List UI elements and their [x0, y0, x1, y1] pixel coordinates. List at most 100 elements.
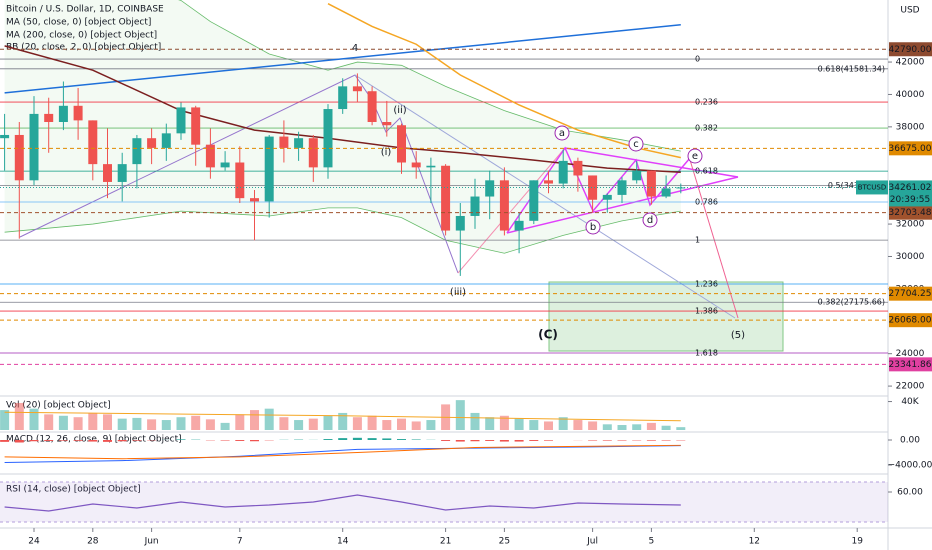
macd-histogram: [382, 438, 392, 440]
candle-body: [88, 120, 98, 165]
macd-histogram: [323, 439, 333, 440]
volume-bar: [176, 417, 186, 430]
candle-body: [514, 220, 524, 231]
volume-bar: [73, 417, 83, 430]
wave-line: [689, 159, 739, 319]
candle-body: [558, 160, 568, 184]
fib-label: 0.236: [695, 98, 718, 107]
volume-bar: [29, 408, 39, 430]
wave-label: (i): [381, 147, 392, 158]
wave-line: [354, 74, 736, 319]
candle-body: [544, 180, 553, 184]
macd-line: [4, 444, 681, 460]
x-tick-label: Jun: [144, 537, 159, 547]
price-label-bg: [889, 42, 932, 57]
volume-bar: [191, 415, 201, 430]
symbol-label-bg: [856, 180, 888, 195]
volume-bar: [279, 417, 289, 430]
wave-label: e: [692, 151, 698, 162]
last-price-bg: [889, 180, 932, 207]
macd-histogram: [250, 440, 259, 442]
volume-bar: [132, 417, 142, 430]
candle-body: [470, 196, 480, 216]
macd-histogram: [0, 440, 10, 442]
volume-bar: [646, 422, 656, 430]
macd-histogram: [544, 440, 553, 441]
macd-histogram: [514, 440, 524, 442]
candle-body: [397, 125, 406, 163]
moving-average: [4, 45, 681, 173]
candle-body: [14, 134, 24, 181]
price-label: 42790.00: [889, 45, 932, 55]
candle-body: [235, 162, 245, 199]
volume-bar: [617, 425, 627, 430]
pane-title: MACD (12, 26, close, 9) [object Object]: [6, 435, 182, 445]
x-tick-label: 25: [499, 537, 510, 547]
macd-histogram: [73, 440, 83, 441]
macd-histogram: [117, 440, 127, 442]
candle-body: [58, 105, 68, 122]
fib-label: 0.618: [695, 167, 718, 176]
macd-histogram: [499, 440, 509, 442]
price-label-bg: [889, 357, 932, 372]
candle-body: [264, 136, 274, 202]
volume-bar: [44, 414, 54, 430]
macd-histogram: [485, 440, 495, 441]
candle-body: [191, 107, 201, 145]
volume-bar: [632, 424, 642, 430]
candle-body: [161, 133, 171, 148]
candle-body: [205, 144, 215, 168]
y-tick-label: 40K: [901, 397, 919, 407]
countdown: 20:39:55: [890, 195, 930, 205]
volume-bar: [352, 417, 362, 430]
candle-body: [103, 164, 112, 182]
volume-bar: [294, 420, 304, 430]
macd-histogram: [338, 438, 348, 440]
candle-body: [250, 198, 259, 202]
candle-body: [323, 109, 333, 168]
x-tick-label: 21: [440, 537, 451, 547]
volume-bar: [264, 408, 274, 430]
candle-body: [338, 86, 348, 110]
last-price: 34261.02: [889, 183, 932, 193]
y-tick-label: 42000: [896, 58, 925, 68]
triangle-edge: [506, 176, 739, 234]
macd-histogram: [235, 440, 245, 441]
price-label-bg: [889, 205, 932, 220]
volume-bar: [220, 422, 230, 430]
fib-label: 0.786: [695, 198, 718, 207]
wave-label: a: [559, 128, 565, 139]
macd-histogram: [132, 440, 142, 441]
price-label: 23341.86: [889, 360, 932, 370]
fib-label: 1.618: [695, 349, 718, 358]
wave-label: 4: [352, 43, 358, 54]
x-tick-label: 5: [649, 537, 655, 547]
volume-bar: [250, 410, 259, 430]
price-label-bg: [889, 286, 932, 301]
macd-histogram: [617, 440, 627, 441]
candle-body: [308, 138, 318, 168]
y-tick-label: 60.00: [897, 488, 923, 498]
volume-bar: [367, 415, 377, 430]
candle-body: [220, 162, 230, 168]
candle-body: [73, 105, 83, 121]
volume-bar: [485, 417, 495, 430]
price-label: 36675.00: [889, 144, 932, 154]
volume-bar: [308, 418, 318, 430]
volume-bar: [514, 418, 524, 430]
candle-body: [0, 134, 10, 139]
macd-histogram: [397, 439, 406, 440]
x-tick-label: 24: [28, 537, 40, 547]
wave-circle: [628, 136, 644, 152]
x-tick-label: 12: [749, 537, 760, 547]
fib-label: 0.382: [695, 124, 718, 133]
macd-histogram: [529, 440, 539, 441]
candle-body: [294, 138, 304, 148]
y-tick-label: 24000: [896, 349, 925, 359]
candle-body: [646, 170, 656, 197]
y-tick-label: −4000.00: [888, 461, 932, 471]
x-tick-label: Jul: [586, 537, 598, 547]
candle-body: [426, 165, 436, 168]
volume-bar: [426, 420, 436, 430]
